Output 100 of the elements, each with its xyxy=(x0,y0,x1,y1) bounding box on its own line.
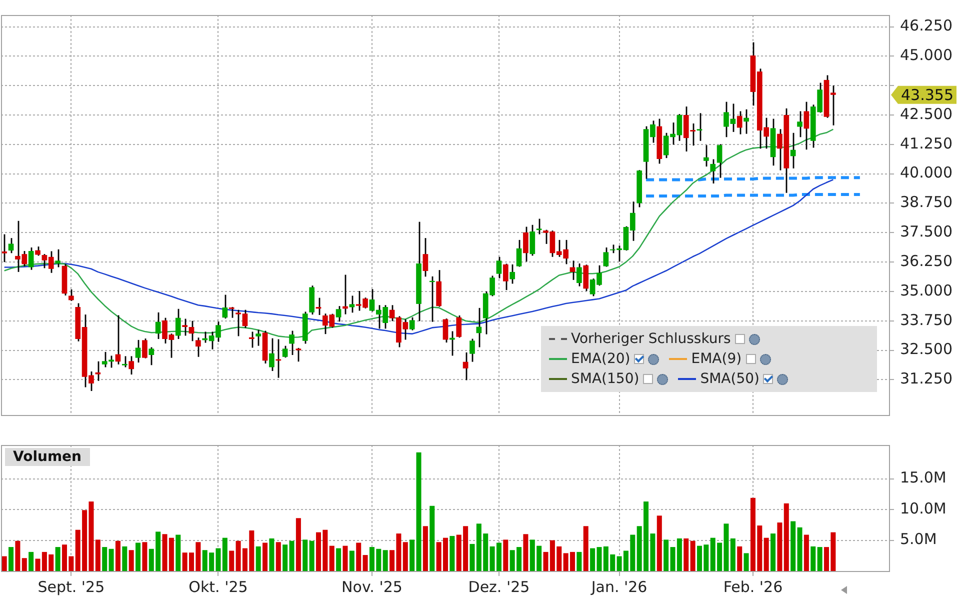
bar xyxy=(576,552,582,571)
bar xyxy=(282,544,288,571)
bar xyxy=(402,542,408,571)
candlestick xyxy=(228,306,234,319)
bar xyxy=(336,548,342,571)
bar xyxy=(102,547,108,571)
bar xyxy=(770,534,776,571)
candlestick xyxy=(175,308,181,340)
bar xyxy=(22,558,27,571)
x-tick-label: Feb. '26 xyxy=(723,578,783,596)
bar xyxy=(136,542,141,571)
y-tick-label: 37.500 xyxy=(900,222,952,241)
bar xyxy=(115,540,120,571)
bar xyxy=(503,540,508,571)
candlestick xyxy=(797,110,802,138)
bar xyxy=(422,526,428,571)
bar xyxy=(256,546,261,571)
bar xyxy=(737,546,742,571)
bar xyxy=(764,538,769,571)
legend-label: EMA(9) xyxy=(691,351,742,367)
bar xyxy=(95,540,100,571)
bar xyxy=(302,540,308,571)
bar xyxy=(122,546,128,571)
bar xyxy=(744,553,749,571)
candlestick xyxy=(336,305,342,322)
bar xyxy=(329,546,334,571)
candlestick xyxy=(576,262,582,287)
x-tick-label: Sept. '25 xyxy=(38,578,105,596)
bar xyxy=(790,521,796,571)
x-tick-label: Okt. '25 xyxy=(188,578,248,596)
y-tick-label: 42.500 xyxy=(900,104,952,123)
bar xyxy=(362,555,368,571)
candlestick xyxy=(470,338,475,363)
x-tick-label: Dez. '25 xyxy=(468,578,530,596)
bar xyxy=(583,526,588,571)
candlestick xyxy=(603,246,609,268)
bar xyxy=(817,547,822,571)
candlestick xyxy=(456,314,462,338)
candlestick xyxy=(248,331,254,348)
candlestick xyxy=(790,132,796,170)
y-tick-label: 40.000 xyxy=(900,164,952,182)
bar xyxy=(296,518,301,571)
candlestick xyxy=(128,355,134,376)
legend-label: SMA(50) xyxy=(700,371,760,387)
bar xyxy=(664,540,669,571)
candlestick xyxy=(256,329,262,347)
candlestick xyxy=(188,320,194,342)
y-tick-label: 36.250 xyxy=(900,252,952,270)
y-tick-label: 46.250 xyxy=(900,16,952,35)
candlestick xyxy=(804,101,810,150)
bar xyxy=(176,534,181,571)
candlestick xyxy=(570,260,576,281)
y-tick-label: 45.000 xyxy=(900,46,952,64)
bar xyxy=(523,534,528,571)
y-tick-label: 5.0M xyxy=(900,530,937,548)
bar xyxy=(382,550,388,571)
candlestick xyxy=(296,347,302,362)
candlestick xyxy=(28,246,34,271)
x-tick-label: Jan. '26 xyxy=(590,578,648,596)
candlestick xyxy=(196,336,201,358)
candlestick xyxy=(462,352,468,381)
candlestick xyxy=(95,360,101,382)
bar xyxy=(730,538,736,571)
candlestick xyxy=(35,246,40,256)
candlestick xyxy=(704,144,709,168)
bar xyxy=(2,556,7,571)
candlestick xyxy=(710,158,716,184)
candlestick xyxy=(736,110,742,135)
candlestick xyxy=(496,256,502,279)
bar xyxy=(656,516,662,571)
candlestick xyxy=(502,263,508,291)
bar xyxy=(430,506,435,571)
candlestick xyxy=(55,248,60,268)
candlestick xyxy=(276,338,282,379)
candlestick xyxy=(530,224,536,256)
candlestick xyxy=(122,355,128,368)
candlestick xyxy=(135,339,141,364)
bar xyxy=(797,527,802,571)
bar xyxy=(342,546,348,571)
y-tick-label: 35.000 xyxy=(900,281,952,300)
candlestick xyxy=(536,218,542,235)
bar xyxy=(276,542,281,571)
candlestick xyxy=(583,264,589,292)
bar xyxy=(309,540,314,571)
y-tick-label: 32.500 xyxy=(900,340,952,358)
bar xyxy=(416,452,422,571)
bar xyxy=(229,550,234,571)
bar xyxy=(15,540,20,571)
candlestick xyxy=(8,237,14,254)
bar xyxy=(55,547,60,571)
bar xyxy=(349,550,354,571)
legend-label: Vorheriger Schlusskurs xyxy=(571,331,731,347)
candlestick xyxy=(349,295,355,314)
bar xyxy=(8,547,14,571)
bar xyxy=(128,550,134,571)
candlestick xyxy=(716,143,722,179)
bar xyxy=(684,538,689,571)
candlestick xyxy=(696,112,702,142)
bar xyxy=(777,522,782,571)
y-tick-label: 31.250 xyxy=(900,370,952,388)
